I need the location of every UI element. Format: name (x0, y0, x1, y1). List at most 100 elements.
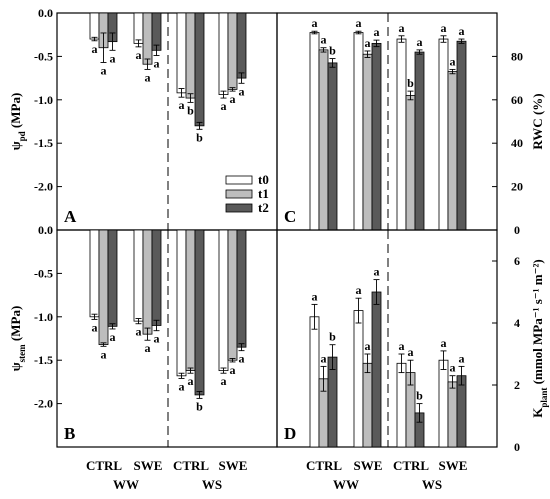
significance-letter: b (407, 76, 414, 90)
panel-letter: C (284, 207, 296, 226)
significance-letter: b (187, 103, 194, 117)
y-tick-label: 60 (511, 93, 523, 107)
significance-letter: a (399, 339, 405, 353)
bar (227, 12, 238, 90)
legend-label-t1: t1 (258, 186, 269, 201)
bar (353, 32, 364, 231)
y-tick-label: -2.0 (34, 180, 53, 194)
significance-letter: a (408, 345, 414, 359)
y-axis-label: ψpd (MPa) (8, 93, 27, 151)
significance-letter: a (136, 325, 142, 339)
bar (98, 229, 109, 345)
y-tick-label: -1.5 (34, 136, 53, 150)
y-tick-label: 40 (511, 136, 523, 150)
y-tick-label: 0 (514, 440, 520, 454)
bar (438, 359, 449, 448)
y-axis-label: ψstem (MPa) (8, 306, 27, 372)
bar (362, 53, 373, 231)
bar (447, 71, 458, 231)
bar (185, 12, 196, 99)
significance-letter: a (230, 363, 236, 377)
significance-letter: a (459, 351, 465, 365)
significance-letter: a (154, 332, 160, 346)
significance-letter: a (179, 98, 185, 112)
y-tick-label: 80 (511, 49, 523, 63)
bar (133, 229, 144, 322)
x-label-ctrl: CTRL (86, 458, 122, 473)
bar (405, 95, 416, 231)
y-axis-label: RWC (%) (530, 93, 545, 149)
bar (194, 12, 205, 127)
bar (327, 356, 338, 448)
significance-letter: b (196, 399, 203, 413)
legend-label-t0: t0 (258, 172, 269, 187)
bar (236, 12, 247, 79)
y-tick-label: -1.5 (34, 353, 53, 367)
bar (133, 12, 144, 44)
significance-letter: a (321, 351, 327, 365)
significance-letter: a (365, 339, 371, 353)
significance-letter: a (239, 84, 245, 98)
significance-letter: a (92, 42, 98, 56)
significance-letter: a (450, 361, 456, 375)
x-label-ctrl: CTRL (306, 458, 342, 473)
significance-letter: a (441, 336, 447, 350)
bar (236, 229, 247, 348)
bar (396, 38, 407, 231)
x-label-swe: SWE (439, 458, 468, 473)
bar (89, 229, 100, 318)
bar (107, 229, 118, 327)
significance-letter: a (365, 36, 371, 50)
significance-letter: a (110, 51, 116, 65)
significance-letter: a (459, 24, 465, 38)
bar (371, 42, 382, 231)
bar (194, 229, 205, 396)
bar (371, 291, 382, 448)
significance-letter: a (92, 320, 98, 334)
legend-swatch-t0 (225, 175, 253, 185)
bar (362, 362, 373, 448)
significance-letter: a (417, 35, 423, 49)
x-label-ws: WS (202, 477, 222, 492)
bar (176, 12, 187, 94)
y-tick-label: 0 (514, 223, 520, 237)
bar (327, 62, 338, 231)
significance-letter: a (356, 16, 362, 30)
significance-letter: a (321, 33, 327, 47)
bar (353, 310, 364, 448)
y-tick-label: -1.0 (34, 310, 53, 324)
bar (396, 362, 407, 448)
x-label-ctrl: CTRL (173, 458, 209, 473)
significance-letter: a (101, 63, 107, 77)
bar (227, 229, 238, 361)
y-tick-label: 20 (511, 180, 523, 194)
significance-letter: a (101, 347, 107, 361)
bar (142, 12, 153, 65)
y-tick-label: -1.0 (34, 93, 53, 107)
significance-letter: a (145, 70, 151, 84)
bar (151, 229, 162, 326)
y-tick-label: 4 (514, 316, 520, 330)
significance-letter: b (329, 330, 336, 344)
significance-letter: a (356, 283, 362, 297)
legend-swatch-t1 (225, 189, 253, 199)
y-tick-label: 2 (514, 378, 520, 392)
significance-letter: a (136, 48, 142, 62)
significance-letter: a (154, 57, 160, 71)
significance-letter: a (239, 352, 245, 366)
bar (89, 12, 100, 40)
y-tick-label: 0.0 (38, 223, 53, 237)
bar (218, 229, 229, 372)
bar (142, 229, 153, 335)
significance-letter: a (374, 25, 380, 39)
panel-letter: D (284, 424, 296, 443)
bar (176, 229, 187, 377)
panel-frame-D (276, 229, 498, 448)
significance-letter: b (329, 44, 336, 58)
significance-letter: a (230, 92, 236, 106)
y-tick-label: -0.5 (34, 49, 53, 63)
y-tick-label: 6 (514, 254, 520, 268)
x-label-ww: WW (333, 477, 359, 492)
bar (447, 381, 458, 448)
significance-letter: a (221, 99, 227, 113)
